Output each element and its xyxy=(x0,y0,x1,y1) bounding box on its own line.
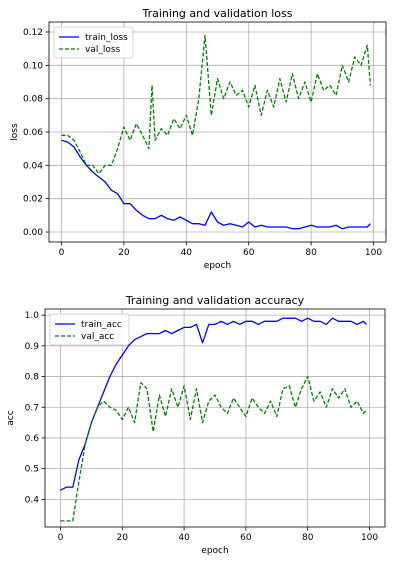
y-axis-label: loss xyxy=(10,123,20,141)
y-tick-label: 0.8 xyxy=(25,373,40,383)
y-tick-label: 0.9 xyxy=(25,342,40,352)
plot-frame xyxy=(44,308,386,528)
y-tick-label: 0.6 xyxy=(25,434,40,444)
x-tick-label: 60 xyxy=(240,533,252,543)
x-tick-label: 80 xyxy=(302,533,314,543)
y-tick-label: 1.0 xyxy=(25,311,40,321)
chart-title: Training and validation accuracy xyxy=(125,294,305,307)
x-tick-label: 100 xyxy=(365,248,382,258)
y-tick-label: 0.5 xyxy=(25,465,39,475)
x-tick-label: 40 xyxy=(178,533,190,543)
y-axis-label: acc xyxy=(6,410,16,425)
loss-chart: 0 20 40 60 80 100 0.00 0.02 0.04 0.06 0.08 0.10 0.12… xyxy=(10,7,387,271)
y-tick-label: 0.10 xyxy=(23,61,43,71)
series-line-train-loss xyxy=(61,139,371,230)
x-axis-label: epoch xyxy=(201,546,228,556)
accuracy-chart: 0 20 40 60 80 100 0.4 0.5 0.6 0.7 0.8 0.9 1.0 Trainin… xyxy=(6,294,386,556)
y-tick-label: 0.4 xyxy=(25,495,40,505)
legend-label: train_loss xyxy=(85,33,128,43)
legend-label: val_loss xyxy=(85,45,121,55)
x-tick-label: 100 xyxy=(361,533,378,543)
series-line-train-acc xyxy=(60,317,367,491)
x-tick-label: 20 xyxy=(117,533,129,543)
chart-title: Training and validation loss xyxy=(142,7,293,20)
x-tick-label: 0 xyxy=(59,248,65,258)
legend-label: train_acc xyxy=(81,320,122,330)
legend-box xyxy=(49,313,130,346)
x-tick-label: 80 xyxy=(305,248,317,258)
y-tick-label: 0.06 xyxy=(23,128,43,138)
legend-label: val_acc xyxy=(81,332,114,342)
y-tick-label: 0.02 xyxy=(23,195,43,205)
y-tick-label: 0.7 xyxy=(25,403,39,413)
legend: train_acc val_acc xyxy=(49,313,130,346)
series-line-val-acc xyxy=(60,375,367,522)
x-tick-label: 40 xyxy=(181,248,193,258)
grid xyxy=(49,22,386,242)
y-tick-label: 0.00 xyxy=(23,228,43,238)
x-tick-label: 0 xyxy=(58,533,64,543)
y-tick-label: 0.08 xyxy=(23,95,43,105)
legend-box xyxy=(53,26,134,59)
x-axis-label: epoch xyxy=(204,261,231,271)
x-tick-label: 20 xyxy=(118,248,130,258)
legend: train_loss val_loss xyxy=(53,26,134,59)
x-tick-label: 60 xyxy=(243,248,255,258)
y-tick-label: 0.04 xyxy=(23,161,43,171)
y-tick-label: 0.12 xyxy=(23,28,43,38)
series-line-val-loss xyxy=(61,34,372,175)
